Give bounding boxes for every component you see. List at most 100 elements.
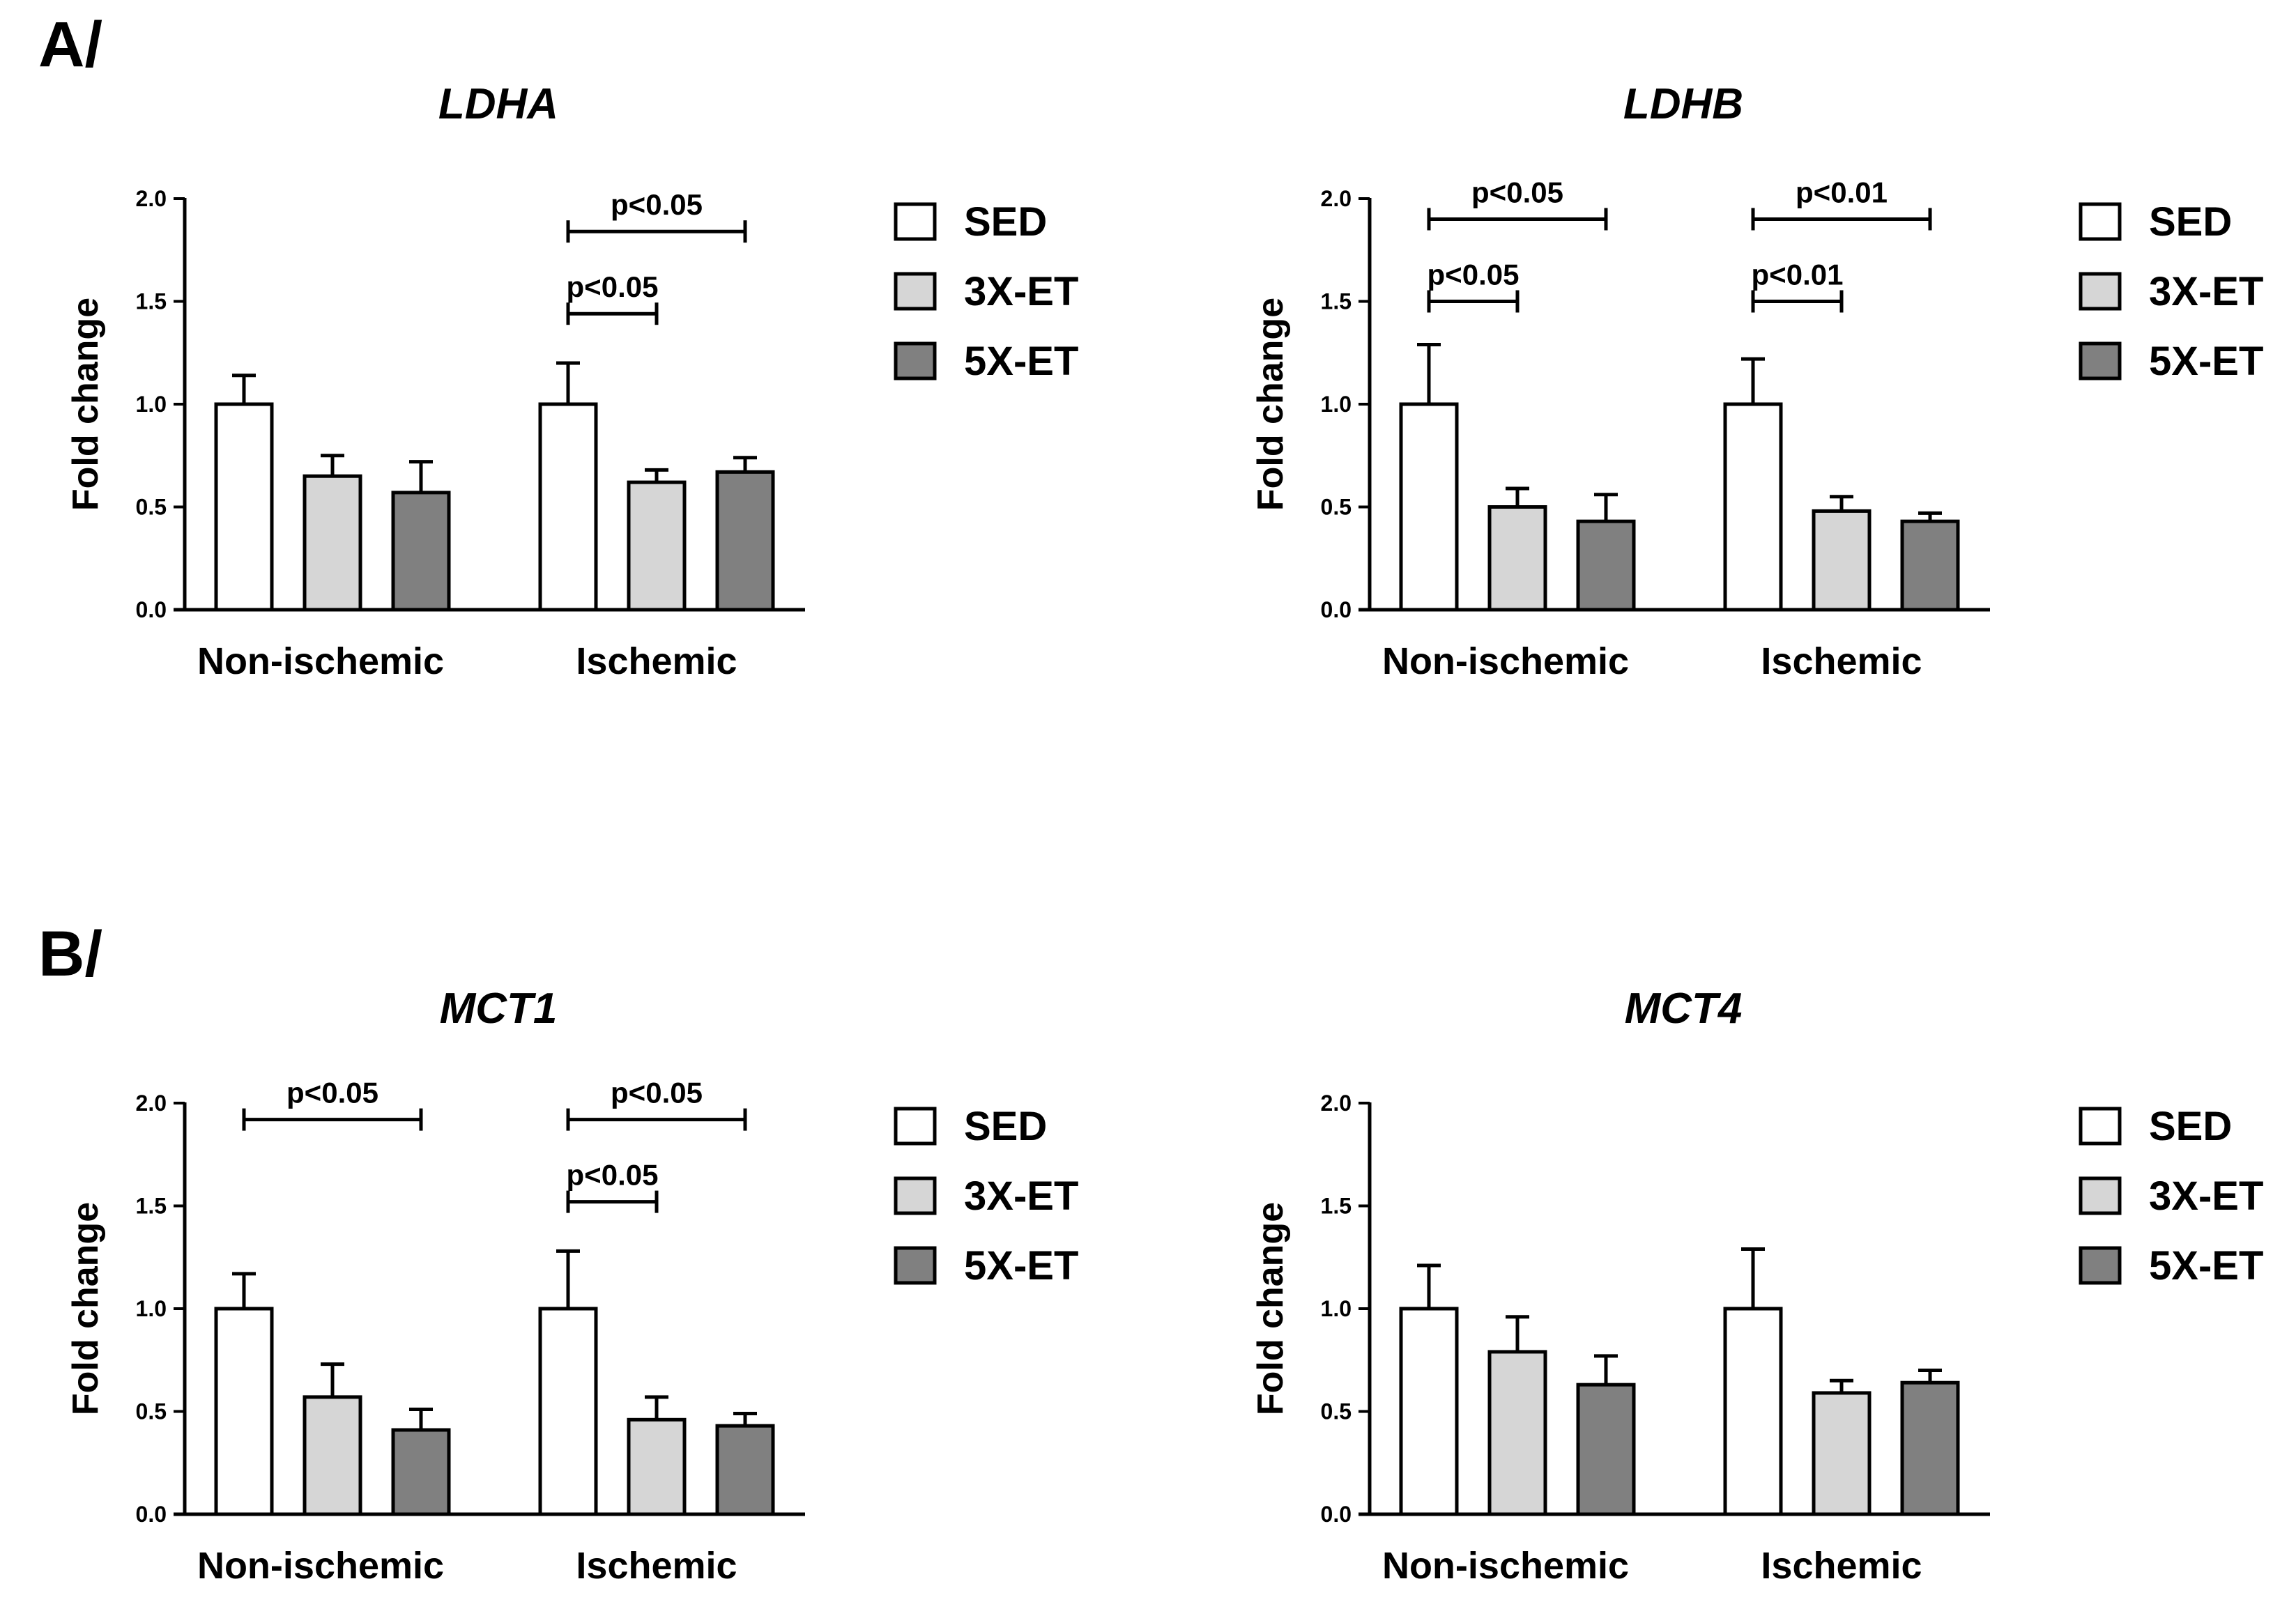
category-label: Non-ischemic [1382, 640, 1629, 682]
significance-label: p<0.05 [567, 1159, 659, 1192]
y-tick-label: 1.5 [1321, 1194, 1352, 1219]
panel-label-a: A/ [38, 9, 102, 80]
bar-5x-et [715, 470, 775, 612]
legend-swatch-sed [894, 202, 937, 241]
legend-label: 5X-ET [964, 1243, 1078, 1288]
y-tick-label: 1.5 [1321, 289, 1352, 314]
bar-sed [538, 1307, 598, 1516]
bar-5x-et [1900, 519, 1960, 612]
legend-label: 5X-ET [2149, 339, 2263, 384]
bar-sed [1723, 1307, 1783, 1516]
category-label: Ischemic [1761, 1545, 1922, 1587]
bar-3x-et [627, 480, 687, 612]
legend-label: 3X-ET [964, 1173, 1078, 1219]
bar-3x-et [303, 474, 362, 612]
y-tick-label: 1.5 [136, 289, 167, 314]
bar-5x-et [1576, 519, 1636, 612]
bar-sed [538, 402, 598, 612]
y-tick-label: 0.0 [1321, 597, 1352, 622]
category-label: Ischemic [576, 640, 737, 682]
charts-container: LDHA Fold change 0.0 0.5 1.0 1.5 2.0 Non-ischem… [66, 80, 2263, 1587]
significance-label: p<0.01 [1752, 259, 1844, 291]
significance-label: p<0.05 [1428, 259, 1520, 291]
bar-3x-et [1487, 505, 1547, 612]
y-tick-label: 0.5 [1321, 495, 1352, 520]
bar-5x-et [391, 1428, 451, 1516]
legend-label: 5X-ET [964, 339, 1078, 384]
legend-swatch-3x-et [894, 272, 937, 311]
bar-5x-et [1576, 1383, 1636, 1516]
category-label: Non-ischemic [197, 640, 444, 682]
y-tick-label: 1.0 [136, 1296, 167, 1321]
bar-sed [1723, 402, 1783, 612]
chart-title: LDHA [438, 80, 558, 128]
y-tick-label: 1.5 [136, 1194, 167, 1219]
y-tick-label: 2.0 [1321, 186, 1352, 211]
y-tick-label: 1.0 [136, 392, 167, 417]
chart-mct1: MCT1 Fold change 0.0 0.5 1.0 1.5 2.0 Non-ischem… [66, 985, 1078, 1587]
y-axis-label: Fold change [66, 298, 106, 511]
bar-sed [214, 1307, 274, 1516]
significance-label: p<0.05 [286, 1077, 378, 1109]
legend-swatch-5x-et [894, 341, 937, 380]
y-tick-label: 1.0 [1321, 392, 1352, 417]
legend-label: 3X-ET [2149, 1173, 2263, 1219]
bar-sed [214, 402, 274, 612]
category-label: Ischemic [1761, 640, 1922, 682]
y-tick-label: 0.0 [136, 597, 167, 622]
significance-label: p<0.05 [1471, 176, 1563, 209]
y-tick-label: 0.5 [136, 1399, 167, 1424]
category-label: Ischemic [576, 1545, 737, 1587]
significance-label: p<0.05 [567, 270, 659, 303]
legend-label: 5X-ET [2149, 1243, 2263, 1288]
legend-swatch-5x-et [2079, 1246, 2122, 1285]
y-tick-label: 0.0 [1321, 1502, 1352, 1527]
y-axis-label: Fold change [66, 1202, 106, 1415]
y-tick-label: 2.0 [136, 1091, 167, 1116]
chart-title: MCT1 [440, 985, 558, 1033]
bar-3x-et [1812, 509, 1872, 612]
legend-swatch-5x-et [894, 1246, 937, 1285]
bar-3x-et [627, 1417, 687, 1516]
bar-sed [1399, 1307, 1459, 1516]
bar-3x-et [303, 1395, 362, 1516]
bar-5x-et [715, 1424, 775, 1516]
y-axis-label: Fold change [1250, 1202, 1291, 1415]
chart-mct4: MCT4 Fold change 0.0 0.5 1.0 1.5 2.0 Non-ischem… [1250, 985, 2263, 1587]
chart-title: MCT4 [1625, 985, 1743, 1033]
bar-3x-et [1812, 1391, 1872, 1516]
chart-ldha: LDHA Fold change 0.0 0.5 1.0 1.5 2.0 Non-ischem… [66, 80, 1078, 682]
bar-5x-et [1900, 1380, 1960, 1516]
significance-label: p<0.05 [611, 1077, 703, 1109]
legend-label: SED [964, 1104, 1047, 1149]
legend-swatch-sed [894, 1107, 937, 1146]
category-label: Non-ischemic [197, 1545, 444, 1587]
bar-5x-et [391, 491, 451, 612]
chart-ldhb: LDHB Fold change 0.0 0.5 1.0 1.5 2.0 Non-ischem… [1250, 80, 2263, 682]
significance-label: p<0.05 [611, 188, 703, 221]
y-tick-label: 1.0 [1321, 1296, 1352, 1321]
legend-label: SED [964, 199, 1047, 245]
category-label: Non-ischemic [1382, 1545, 1629, 1587]
legend-swatch-3x-et [2079, 272, 2122, 311]
legend-label: SED [2149, 199, 2232, 245]
legend-swatch-sed [2079, 1107, 2122, 1146]
panel-label-b: B/ [38, 918, 102, 990]
chart-title: LDHB [1623, 80, 1743, 128]
legend-swatch-5x-et [2079, 341, 2122, 380]
y-axis-label: Fold change [1250, 298, 1291, 511]
legend-label: 3X-ET [964, 269, 1078, 314]
bar-sed [1399, 402, 1459, 612]
legend-swatch-3x-et [2079, 1176, 2122, 1215]
significance-label: p<0.01 [1796, 176, 1888, 209]
legend-swatch-sed [2079, 202, 2122, 241]
y-tick-label: 0.0 [136, 1502, 167, 1527]
y-tick-label: 2.0 [136, 186, 167, 211]
y-tick-label: 0.5 [1321, 1399, 1352, 1424]
legend-label: 3X-ET [2149, 269, 2263, 314]
y-tick-label: 0.5 [136, 495, 167, 520]
legend-swatch-3x-et [894, 1176, 937, 1215]
y-tick-label: 2.0 [1321, 1091, 1352, 1116]
legend-label: SED [2149, 1104, 2232, 1149]
